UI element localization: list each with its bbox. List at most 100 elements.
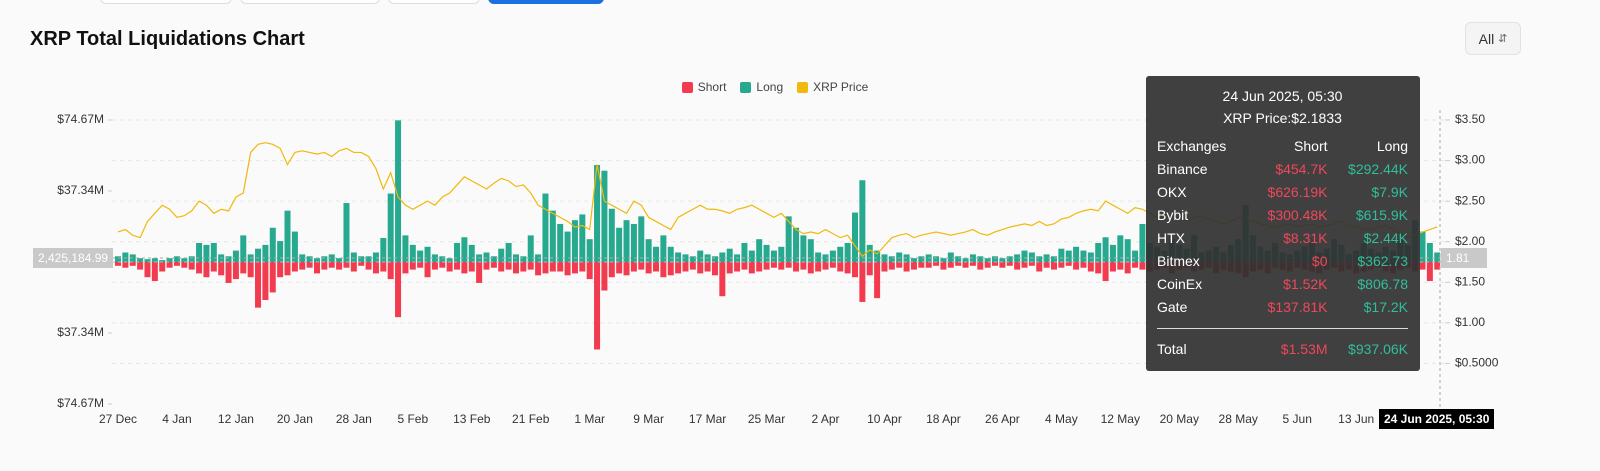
bar (395, 262, 402, 318)
bar (402, 235, 409, 262)
bar (1109, 262, 1116, 272)
bar (645, 239, 652, 262)
legend-label: Short (697, 80, 727, 94)
bar (284, 262, 291, 276)
bar (1102, 262, 1109, 282)
bar (859, 180, 866, 262)
x-tick-label: 28 Jan (336, 412, 372, 426)
bar (336, 262, 343, 270)
bar (461, 237, 468, 262)
tooltip-cell: $1.52K (1283, 275, 1328, 292)
bar (793, 227, 800, 262)
bar (291, 262, 298, 272)
bar (1426, 262, 1433, 282)
bar (1006, 262, 1013, 266)
tooltip-divider (1157, 328, 1408, 329)
bar (535, 262, 542, 276)
bar (933, 262, 940, 266)
bar (446, 258, 453, 262)
bar (1434, 252, 1441, 262)
bar (697, 250, 704, 262)
bar (1036, 262, 1043, 272)
bar (992, 256, 999, 262)
tooltip-cell: $2.44K (1363, 229, 1408, 246)
bar (1419, 262, 1426, 270)
bar (852, 212, 858, 262)
range-select[interactable]: All ⇵ (1465, 22, 1521, 55)
bar (321, 262, 328, 270)
tooltip-cell: CoinEx (1157, 275, 1203, 292)
bar (815, 252, 822, 262)
bar (1434, 262, 1441, 270)
x-tick-label: 5 Jun (1283, 412, 1312, 426)
bar (623, 220, 630, 262)
x-tick-label: 10 Apr (867, 412, 902, 426)
bar (1087, 252, 1094, 262)
tooltip-row: CoinEx $1.52K $806.78 (1157, 272, 1408, 295)
bar (1073, 246, 1080, 262)
tooltip-cell: Long (1376, 137, 1408, 154)
bar (763, 262, 770, 270)
tooltip-cell: Gate (1157, 298, 1188, 315)
bar (969, 262, 976, 266)
bar (343, 262, 350, 268)
bar (844, 262, 851, 274)
bar (262, 244, 269, 262)
bar (579, 262, 586, 272)
tooltip-row: Binance $454.7K $292.44K (1157, 157, 1408, 180)
bar (255, 248, 262, 262)
bar (417, 250, 424, 262)
bar (1139, 223, 1146, 262)
x-tick-label: 13 Feb (453, 412, 491, 426)
bar (770, 262, 777, 268)
bar (984, 258, 991, 262)
bar (571, 262, 578, 274)
bar (719, 262, 726, 297)
bar (962, 262, 969, 268)
x-tick-label: 13 Jun (1338, 412, 1374, 426)
bar (328, 262, 335, 268)
bar (439, 256, 446, 262)
y2-tick-label: $1.00 (1455, 315, 1485, 329)
bar (852, 262, 858, 278)
bar (726, 248, 733, 262)
bar (512, 262, 519, 274)
tooltip: 24 Jun 2025, 05:30 XRP Price:$2.1833 Exc… (1146, 76, 1420, 371)
bar (476, 262, 483, 283)
bar (1117, 235, 1124, 262)
bar (431, 254, 438, 262)
bar (1050, 262, 1057, 270)
tooltip-cell: $8.31K (1283, 229, 1328, 246)
y-tick-label: $37.34M (57, 325, 104, 339)
bar (372, 252, 379, 262)
bar (1087, 262, 1094, 272)
tooltip-cell: $806.78 (1357, 275, 1408, 292)
bar (711, 262, 718, 276)
bar (210, 242, 217, 262)
tooltip-cell: Exchanges (1157, 137, 1227, 154)
y-tick-label: $37.34M (57, 183, 104, 197)
bar (1139, 262, 1146, 270)
bar (306, 262, 313, 268)
bar (468, 244, 475, 262)
x-tick-label: 9 Mar (633, 412, 664, 426)
bar (785, 216, 792, 262)
bar (144, 262, 151, 278)
bar (151, 262, 158, 282)
bar (115, 262, 121, 266)
x-tick-label: 20 May (1160, 412, 1199, 426)
crosshair-y2-label: 1.81 (1441, 248, 1487, 268)
bar (837, 246, 844, 262)
tooltip-cell: $937.06K (1348, 340, 1408, 357)
x-tick-label: 20 Jan (277, 412, 313, 426)
bar (498, 262, 505, 272)
bar (483, 262, 490, 270)
bar (601, 170, 608, 262)
bar (859, 262, 866, 302)
legend-swatch (797, 81, 809, 93)
bar (387, 262, 394, 280)
bar (446, 262, 453, 272)
bar (1058, 262, 1065, 268)
bar (380, 262, 387, 272)
tooltip-cell: Bitmex (1157, 252, 1200, 269)
